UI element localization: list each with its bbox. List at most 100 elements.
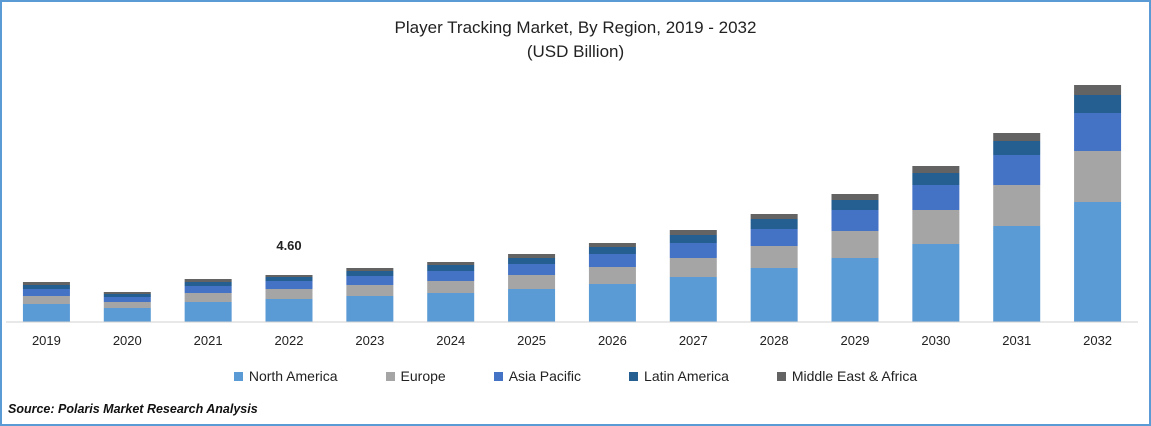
bar-latin-america-2023 <box>346 271 394 276</box>
legend-swatch <box>776 371 786 381</box>
bar-latin-america-2019 <box>22 285 70 289</box>
legend-item-europe: Europe <box>385 368 446 384</box>
x-tick-label: 2028 <box>760 333 789 348</box>
bar-middle-east-africa-2021 <box>184 279 232 282</box>
bar-middle-east-africa-2027 <box>669 230 717 235</box>
bar-north-america-2030 <box>912 244 960 322</box>
bar-middle-east-africa-2025 <box>508 254 556 258</box>
bar-latin-america-2026 <box>588 247 636 254</box>
bar-europe-2025 <box>508 275 556 289</box>
bar-north-america-2028 <box>750 268 798 322</box>
chart-subtitle: (USD Billion) <box>526 42 625 61</box>
bar-asia-pacific-2024 <box>427 271 475 281</box>
x-tick-label: 2032 <box>1083 333 1112 348</box>
x-tick-label: 2021 <box>194 333 223 348</box>
bar-asia-pacific-2025 <box>508 264 556 275</box>
bar-latin-america-2027 <box>669 235 717 243</box>
bar-europe-2022 <box>265 289 313 299</box>
bar-asia-pacific-2020 <box>103 297 151 302</box>
bar-north-america-2027 <box>669 277 717 322</box>
bar-europe-2030 <box>912 210 960 244</box>
bar-asia-pacific-2019 <box>22 289 70 296</box>
bar-europe-2027 <box>669 258 717 277</box>
bar-europe-2029 <box>831 231 879 258</box>
legend-label: North America <box>248 368 338 384</box>
bar-asia-pacific-2021 <box>184 286 232 293</box>
x-tick-label: 2030 <box>921 333 950 348</box>
bar-asia-pacific-2027 <box>669 243 717 258</box>
bar-middle-east-africa-2030 <box>912 166 960 173</box>
bar-middle-east-africa-2023 <box>346 268 394 271</box>
bar-asia-pacific-2031 <box>993 155 1041 185</box>
bar-north-america-2024 <box>427 293 475 322</box>
bar-middle-east-africa-2024 <box>427 262 475 265</box>
bar-latin-america-2025 <box>508 258 556 264</box>
bar-middle-east-africa-2022 <box>265 275 313 277</box>
bar-asia-pacific-2029 <box>831 210 879 231</box>
bar-north-america-2020 <box>103 308 151 322</box>
bar-europe-2021 <box>184 293 232 302</box>
legend-label: Europe <box>400 368 446 384</box>
legend-swatch <box>233 371 243 381</box>
bar-europe-2019 <box>22 296 70 304</box>
bar-north-america-2026 <box>588 284 636 322</box>
bar-middle-east-africa-2019 <box>22 282 70 285</box>
bar-latin-america-2028 <box>750 219 798 229</box>
x-tick-label: 2025 <box>517 333 546 348</box>
bar-latin-america-2020 <box>103 294 151 297</box>
bar-north-america-2019 <box>22 304 70 322</box>
bar-europe-2020 <box>103 302 151 308</box>
bar-middle-east-africa-2029 <box>831 194 879 200</box>
bar-latin-america-2032 <box>1074 95 1122 113</box>
legend-label: Asia Pacific <box>508 368 582 384</box>
x-tick-label: 2019 <box>32 333 61 348</box>
bar-europe-2032 <box>1074 151 1122 202</box>
bar-latin-america-2029 <box>831 200 879 210</box>
bar-latin-america-2024 <box>427 265 475 271</box>
legend-swatch <box>629 371 639 381</box>
x-tick-label: 2023 <box>355 333 384 348</box>
bar-middle-east-africa-2032 <box>1074 85 1122 95</box>
x-tick-label: 2020 <box>113 333 142 348</box>
bar-latin-america-2022 <box>265 277 313 281</box>
bar-asia-pacific-2022 <box>265 281 313 289</box>
bar-asia-pacific-2030 <box>912 185 960 210</box>
legend-swatch <box>493 371 503 381</box>
bar-north-america-2025 <box>508 289 556 322</box>
bar-middle-east-africa-2028 <box>750 214 798 219</box>
bar-middle-east-africa-2031 <box>993 133 1041 141</box>
legend-item-latin-america: Latin America <box>629 368 729 384</box>
bar-latin-america-2031 <box>993 141 1041 155</box>
bar-europe-2026 <box>588 267 636 284</box>
bar-north-america-2032 <box>1074 202 1122 322</box>
legend-label: Middle East & Africa <box>791 368 918 384</box>
bar-asia-pacific-2023 <box>346 276 394 285</box>
x-tick-label: 2026 <box>598 333 627 348</box>
x-tick-label: 2024 <box>436 333 465 348</box>
bar-asia-pacific-2028 <box>750 229 798 246</box>
bar-north-america-2021 <box>184 302 232 322</box>
x-tick-label: 2029 <box>841 333 870 348</box>
bar-europe-2028 <box>750 246 798 268</box>
bar-europe-2031 <box>993 185 1041 226</box>
bar-europe-2023 <box>346 285 394 296</box>
legend-item-middle-east-africa: Middle East & Africa <box>776 368 918 384</box>
bar-latin-america-2030 <box>912 173 960 185</box>
bar-asia-pacific-2032 <box>1074 113 1122 151</box>
bar-latin-america-2021 <box>184 282 232 286</box>
legend-swatch <box>385 371 395 381</box>
chart-legend: North America Europe Asia Pacific Latin Ame… <box>0 368 1151 384</box>
x-tick-label: 2031 <box>1002 333 1031 348</box>
chart-title: Player Tracking Market, By Region, 2019 … <box>394 18 757 37</box>
x-tick-label: 2022 <box>275 333 304 348</box>
bar-north-america-2029 <box>831 258 879 322</box>
data-label-2022: 4.60 <box>276 238 301 253</box>
bar-europe-2024 <box>427 281 475 293</box>
legend-label: Latin America <box>644 368 729 384</box>
source-note: Source: Polaris Market Research Analysis <box>8 402 258 416</box>
legend-item-north-america: North America <box>233 368 338 384</box>
x-tick-label: 2027 <box>679 333 708 348</box>
bar-north-america-2023 <box>346 296 394 322</box>
bar-middle-east-africa-2020 <box>103 292 151 294</box>
